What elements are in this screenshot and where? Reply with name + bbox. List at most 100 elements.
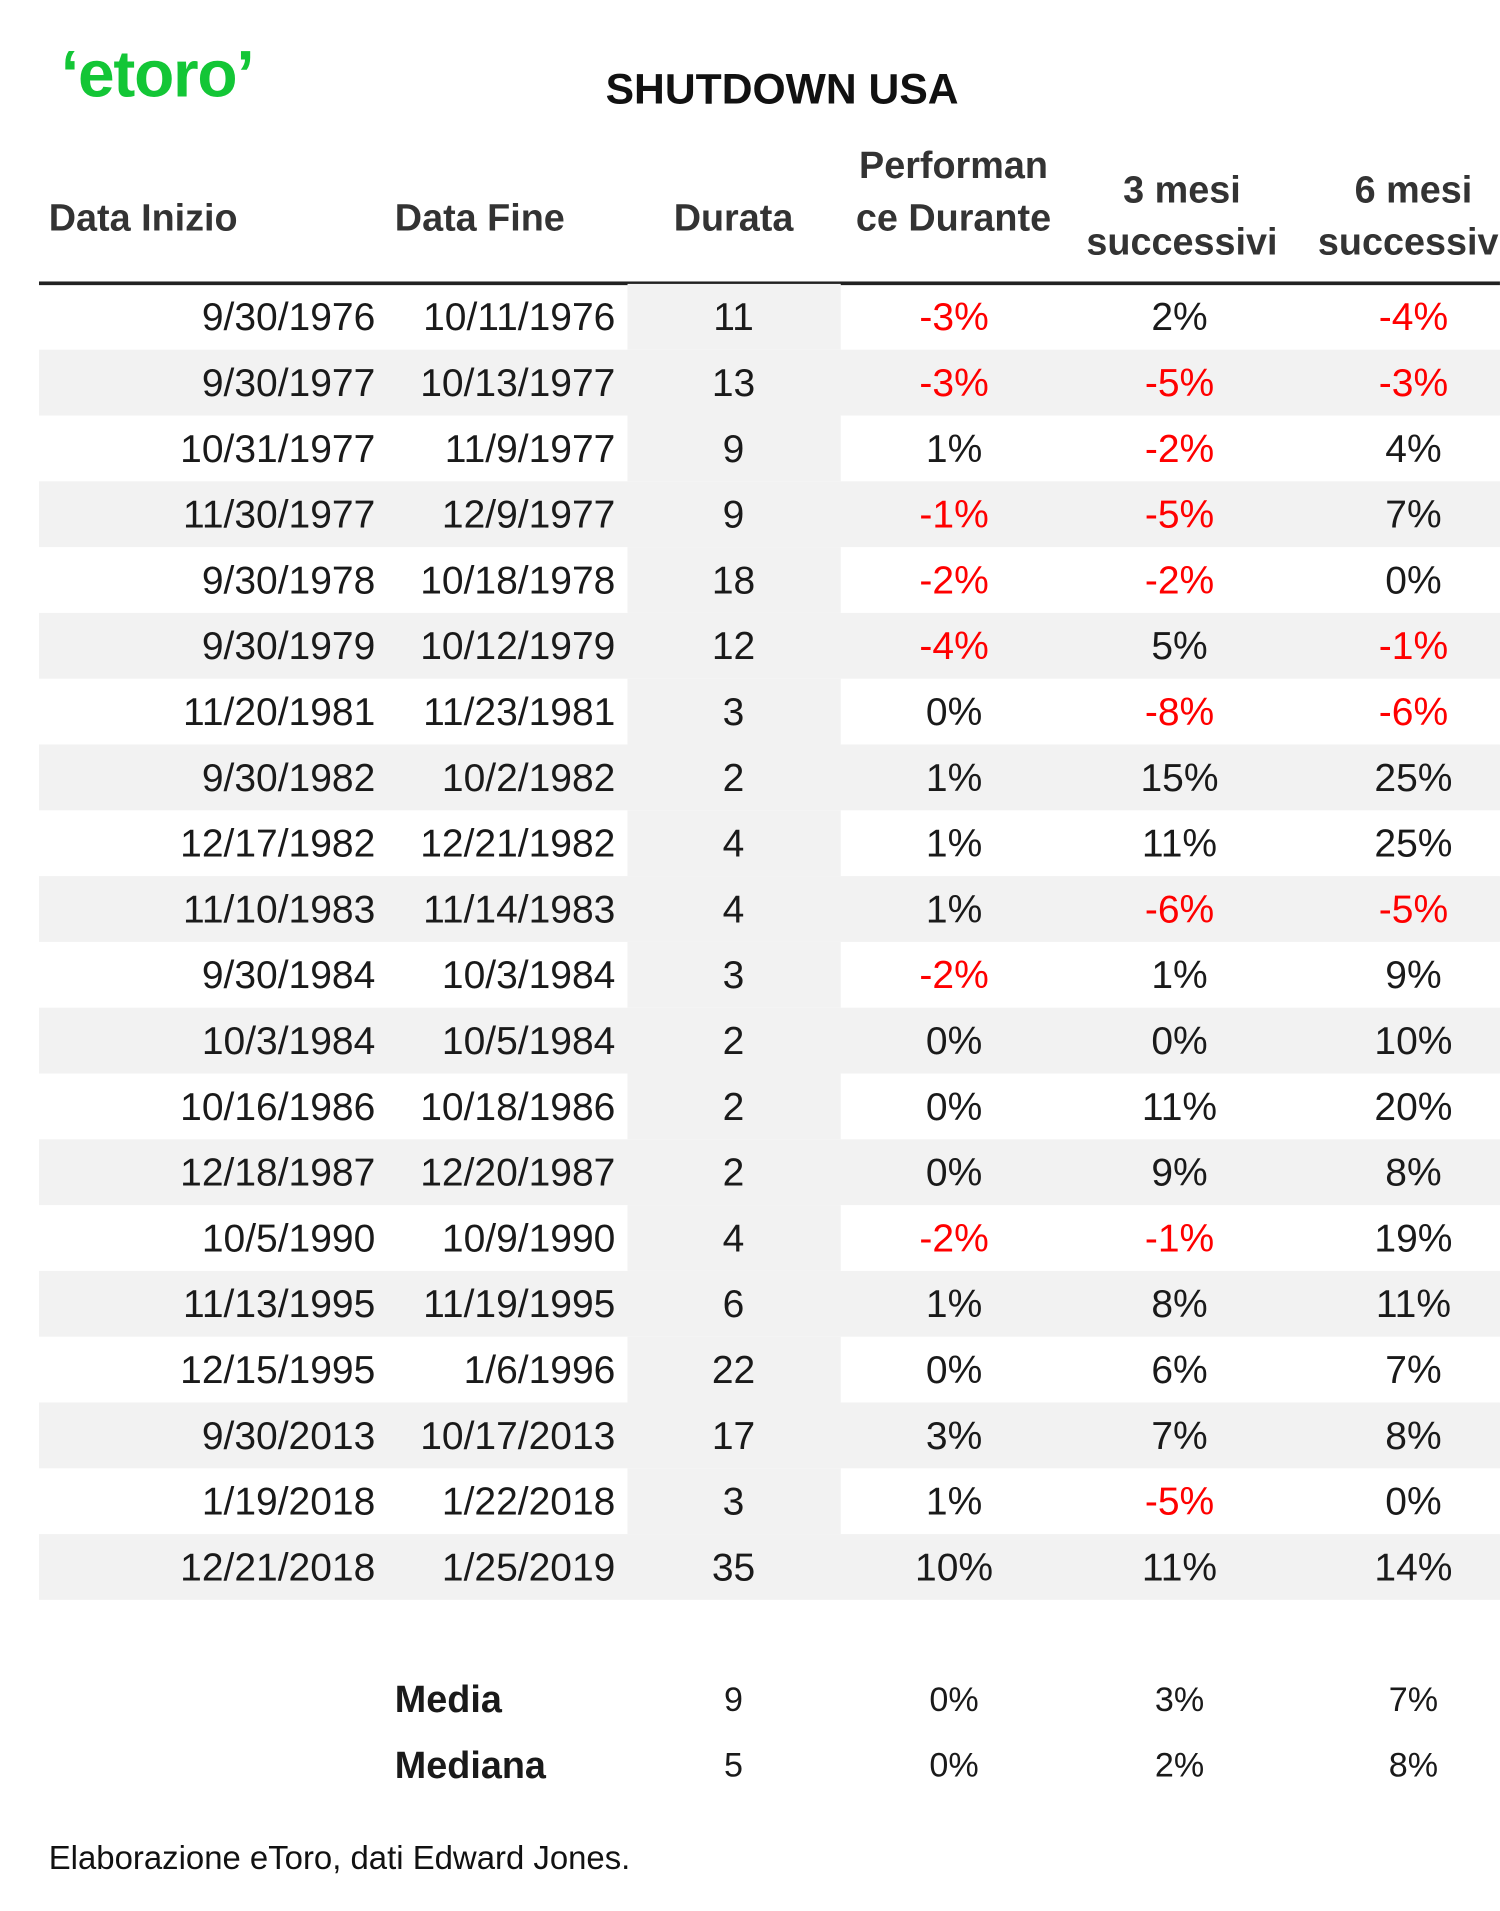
table-cell: 3	[722, 952, 745, 997]
table-cell: 9/30/1984	[201, 952, 376, 997]
table-cell: 9/30/1977	[201, 360, 376, 405]
row-shade	[38, 349, 1500, 416]
table-cell: 9	[722, 492, 745, 537]
table-cell: 10/18/1986	[420, 1084, 616, 1129]
table-cell: 2	[722, 1084, 745, 1129]
table-cell: -2%	[919, 1216, 989, 1260]
table-cell: 11%	[1141, 821, 1218, 866]
table-cell: 3	[722, 1479, 745, 1524]
table-cell: 9/30/1976	[201, 294, 376, 339]
table-cell: 6%	[1151, 1347, 1208, 1392]
table-cell: 7%	[1385, 492, 1442, 537]
table-cell: -5%	[1144, 1479, 1215, 1524]
table-cell: 11/19/1995	[423, 1281, 616, 1326]
table-cell: 18	[711, 558, 756, 602]
summary-cell: 7%	[1388, 1680, 1439, 1719]
column-shade	[627, 1468, 841, 1535]
row-shade	[38, 1139, 1500, 1206]
table-cell: 0%	[1385, 558, 1442, 602]
table-cell: 10/18/1978	[420, 558, 616, 602]
table-cell: 25%	[1374, 821, 1453, 866]
table-cell: -2%	[1144, 426, 1215, 471]
logo-mark: ʼ	[236, 37, 254, 111]
summary-cell: 8%	[1388, 1746, 1439, 1784]
table-cell: 10%	[915, 1545, 994, 1589]
table-cell: 2	[722, 755, 745, 800]
table-cell: 10/12/1979	[420, 623, 616, 668]
table-cell: 11/13/1995	[183, 1281, 376, 1326]
column-header: Performance Durante	[855, 143, 1052, 239]
table-cell: 8%	[1385, 1150, 1442, 1195]
table-cell: 0%	[1151, 1018, 1208, 1063]
table-cell: 0%	[925, 1347, 983, 1392]
table-cell: -8%	[1144, 689, 1215, 734]
table-cell: 13	[711, 360, 756, 405]
table-cell: 12/21/1982	[420, 821, 616, 866]
summary-cell: 3%	[1154, 1680, 1205, 1719]
column-shade	[627, 1073, 841, 1140]
table-cell: 12/15/1995	[180, 1347, 376, 1392]
table-cell: 11/30/1977	[183, 492, 376, 537]
table-cell: -4%	[1378, 294, 1449, 339]
table-cell: 11%	[1375, 1281, 1452, 1326]
row-shade	[38, 1534, 1500, 1600]
table-cell: 12/18/1987	[180, 1150, 376, 1195]
table-cell: -5%	[1144, 360, 1215, 405]
table-cell: 11/10/1983	[183, 887, 376, 931]
column-header: 3 mesi successivi	[1086, 168, 1278, 264]
summary-cell: 5	[724, 1746, 744, 1784]
table-cell: 10/9/1990	[441, 1216, 616, 1260]
table-cell: 19%	[1374, 1216, 1453, 1260]
table-cell: -2%	[919, 952, 989, 997]
table-cell: 11/9/1977	[444, 426, 616, 471]
table-cell: 10/5/1984	[441, 1018, 616, 1063]
table-cell: 3%	[925, 1413, 983, 1458]
table-cell: 9%	[1151, 1150, 1208, 1195]
table-cell: -1%	[919, 492, 989, 537]
table-cell: 4%	[1385, 426, 1442, 471]
row-shade	[38, 1270, 1500, 1337]
table-cell: 10/3/1984	[441, 952, 616, 997]
table-cell: 3	[722, 689, 745, 734]
table-cell: 1/19/2018	[201, 1479, 376, 1524]
summary-cell: 0%	[929, 1746, 979, 1784]
table-cell: 12/17/1982	[180, 821, 376, 866]
table-cell: 10/13/1977	[420, 360, 616, 405]
table-cell: 10/11/1976	[423, 294, 616, 339]
table-cell: -3%	[919, 294, 989, 339]
table-cell: 11/14/1983	[423, 887, 616, 931]
table-cell: 4	[722, 1216, 745, 1260]
column-header: 6 mesi successivi	[1317, 168, 1500, 264]
table-cell: 0%	[925, 1018, 983, 1063]
table-cell: 1%	[1151, 952, 1208, 997]
table-cell: 11	[713, 294, 754, 339]
table-cell: 12/20/1987	[420, 1150, 616, 1195]
column-shade	[627, 415, 841, 482]
table-cell: 0%	[925, 1084, 983, 1129]
table-cell: 17	[711, 1413, 756, 1458]
table-cell: 8%	[1151, 1281, 1208, 1326]
table-cell: 10/3/1984	[201, 1018, 376, 1063]
table-cell: -3%	[1378, 360, 1449, 405]
logo: ʻetoroʼ	[61, 37, 255, 113]
table-cell: 12/9/1977	[441, 492, 616, 537]
table-cell: 0%	[1385, 1479, 1442, 1524]
table-cell: 11/20/1981	[183, 689, 376, 734]
table-cell: 25%	[1374, 755, 1453, 800]
table-cell: -6%	[1378, 689, 1449, 734]
row-shade	[38, 1402, 1500, 1469]
table-cell: 35	[711, 1545, 756, 1589]
table-cell: 2	[722, 1018, 745, 1063]
footer: Elaborazione eToro, dati Edward Jones.	[48, 1839, 631, 1877]
table-cell: 10/17/2013	[420, 1413, 616, 1458]
table-cell: 4	[722, 887, 745, 931]
table-cell: 2	[722, 1150, 745, 1195]
table-cell: 7%	[1385, 1347, 1442, 1392]
table-cell: 11%	[1141, 1084, 1218, 1129]
row-shade	[38, 1007, 1500, 1074]
table-cell: -5%	[1378, 887, 1449, 931]
table-cell: 9/30/2013	[201, 1413, 376, 1458]
row-shade	[38, 744, 1500, 811]
table-cell: 10/2/1982	[441, 755, 616, 800]
table-cell: 4	[722, 821, 745, 866]
